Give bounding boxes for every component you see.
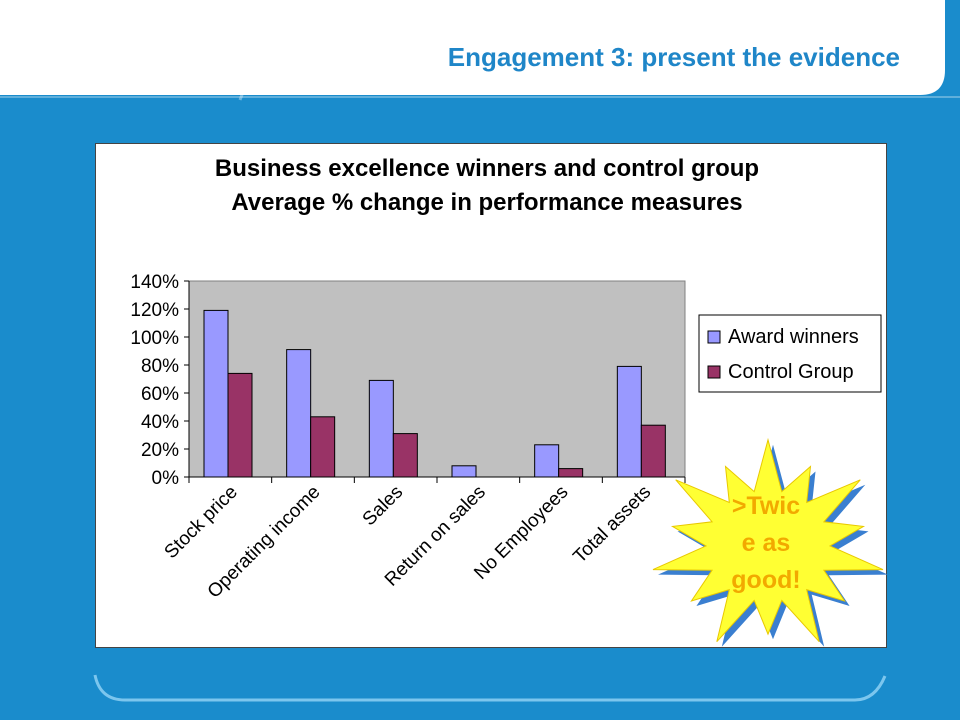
- y-tick-label: 0%: [152, 468, 180, 489]
- bar-control-group: [310, 416, 336, 478]
- bar-control-group: [558, 468, 584, 478]
- bar-award-winners: [368, 379, 394, 478]
- y-tick-label: 100%: [130, 328, 179, 349]
- legend-swatch-control-group: [707, 365, 721, 379]
- legend: Award winners Control Group: [698, 314, 882, 393]
- category-label: Stock price: [161, 482, 242, 563]
- chart-title-line-1: Business excellence winners and control …: [215, 155, 759, 182]
- y-tick-label: 60%: [141, 384, 179, 405]
- callout-text-line-3: good!: [731, 566, 800, 594]
- y-tick-label: 80%: [141, 356, 179, 377]
- bar-control-group: [227, 372, 253, 478]
- y-tick-label: 140%: [130, 272, 179, 293]
- category-label: Sales: [359, 482, 407, 530]
- plot-background: [188, 280, 686, 478]
- bar-award-winners: [286, 349, 312, 478]
- starburst-callout: >Twic e as good!: [652, 437, 888, 647]
- bar-award-winners: [203, 309, 229, 478]
- bar-award-winners: [451, 465, 477, 478]
- callout-text-line-1: >Twic: [732, 492, 800, 520]
- chart-title-line-2: Average % change in performance measures: [231, 189, 742, 216]
- bar-award-winners: [534, 444, 560, 478]
- y-tick-label: 20%: [141, 440, 179, 461]
- halcrow-logo: Halcrow: [30, 36, 133, 67]
- bar-control-group: [640, 424, 666, 478]
- starburst-shape: [652, 437, 884, 643]
- legend-box: [698, 314, 882, 393]
- chart-panel: Business excellence winners and control …: [95, 143, 887, 648]
- y-tick-label: 120%: [130, 300, 179, 321]
- slide-title: Engagement 3: present the evidence: [447, 42, 900, 72]
- legend-label-control-group: Control Group: [728, 361, 854, 383]
- plot-area: 0%20%40%60%80%100%120%140%Stock priceOpe…: [130, 272, 686, 603]
- bar-control-group: [392, 433, 418, 478]
- y-tick-label: 40%: [141, 412, 179, 433]
- legend-label-award-winners: Award winners: [728, 326, 859, 348]
- callout-text-line-2: e as: [742, 529, 791, 557]
- bar-chart: Business excellence winners and control …: [130, 155, 882, 603]
- bar-award-winners: [616, 365, 642, 478]
- legend-swatch-award-winners: [707, 330, 721, 344]
